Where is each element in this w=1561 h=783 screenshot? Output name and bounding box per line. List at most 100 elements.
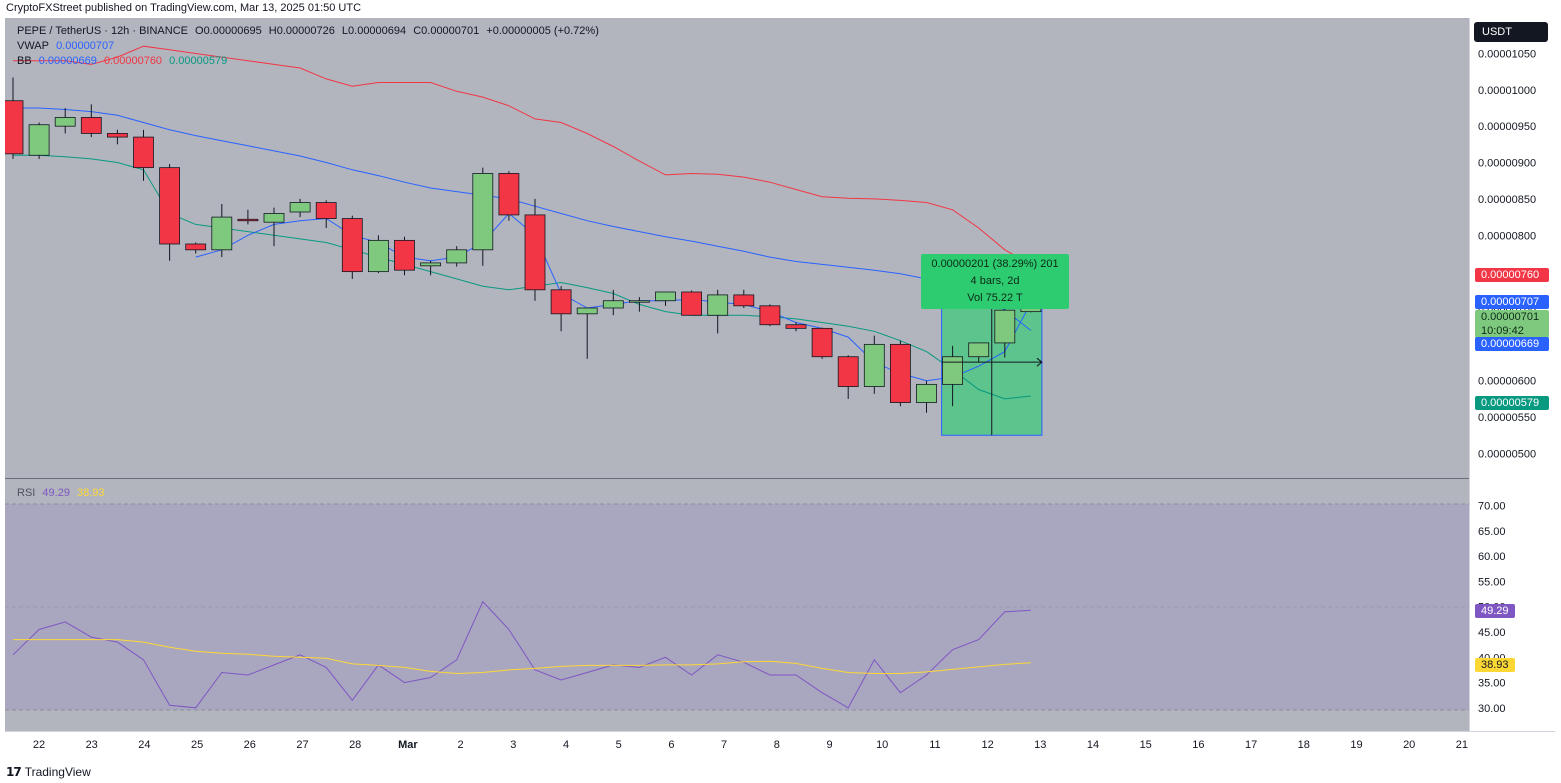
rsi-value: 49.29 bbox=[42, 487, 70, 499]
bar-countdown: 10:09:42 bbox=[1481, 325, 1524, 337]
candle-up bbox=[420, 262, 442, 267]
bb-basis-value: 0.00000669 bbox=[38, 55, 97, 67]
chart-frame[interactable]: 0.000005000.000005500.000006000.00000650… bbox=[5, 18, 1555, 756]
price-tick-label: 0.00000850 bbox=[1478, 194, 1536, 206]
rsi-ma-value: 38.93 bbox=[77, 487, 105, 499]
candle-down bbox=[5, 100, 24, 155]
candle-down bbox=[341, 218, 363, 273]
time-tick-label: 13 bbox=[1034, 739, 1046, 751]
bb-basis-line bbox=[13, 107, 1032, 331]
candle-down bbox=[107, 133, 128, 138]
time-axis-ticks: 22 23 24 25 26 27 28 Mar 2 3 4 5 6 7 8 9 10 11 12 13 14 15 16 1… bbox=[33, 739, 1468, 751]
rsi-tick-label: 65.00 bbox=[1478, 526, 1506, 538]
candle-down bbox=[133, 136, 154, 169]
bb-upper-value: 0.00000760 bbox=[103, 55, 163, 67]
chart-svg[interactable]: 0.000005000.000005500.000006000.00000650… bbox=[5, 18, 1555, 756]
time-tick-label: 25 bbox=[191, 739, 203, 751]
rsi-ma-price-tag: 38.93 bbox=[1475, 658, 1515, 672]
bb-lower-value: 0.00000579 bbox=[169, 55, 228, 67]
candle-down bbox=[524, 214, 546, 291]
candle-down bbox=[759, 305, 781, 326]
time-tick-label: 4 bbox=[563, 739, 569, 751]
candle-up bbox=[707, 294, 729, 316]
candle-down bbox=[498, 173, 520, 216]
time-tick-label: 5 bbox=[616, 739, 622, 751]
close-value: C0.00000701 bbox=[413, 25, 480, 37]
time-tick-label: 24 bbox=[138, 739, 150, 751]
measure-bars: 4 bars, 2d bbox=[970, 275, 1020, 287]
candle-down bbox=[733, 294, 755, 307]
bb-lower-line bbox=[13, 154, 1031, 400]
footer-brand: TradingView bbox=[24, 765, 91, 779]
candle-up bbox=[446, 249, 468, 264]
time-tick-label: 10 bbox=[876, 739, 888, 751]
time-tick-label: 28 bbox=[349, 739, 361, 751]
vwap-label[interactable]: VWAP bbox=[17, 40, 49, 52]
measure-right-arrowhead bbox=[1036, 357, 1043, 367]
time-tick-label: 6 bbox=[668, 739, 674, 751]
candle-up bbox=[602, 300, 624, 309]
last-price-value: 0.00000701 bbox=[1481, 311, 1540, 323]
time-tick-label: 21 bbox=[1456, 739, 1468, 751]
rsi-ma-line bbox=[13, 639, 1031, 675]
time-tick-label: 22 bbox=[33, 739, 45, 751]
time-tick-label: 20 bbox=[1403, 739, 1415, 751]
candle-up bbox=[994, 309, 1016, 344]
time-tick-label: 7 bbox=[721, 739, 727, 751]
rsi-label[interactable]: RSI bbox=[17, 487, 36, 499]
candle-up bbox=[367, 239, 389, 273]
open-value: O0.00000695 bbox=[195, 25, 262, 37]
candle-up bbox=[28, 124, 50, 156]
rsi-tick-label: 30.00 bbox=[1478, 703, 1506, 715]
candle-down bbox=[681, 291, 702, 316]
candle-up bbox=[54, 117, 76, 127]
candle-down bbox=[394, 239, 415, 271]
vwap-value: 0.00000707 bbox=[56, 40, 115, 52]
rsi-legend: RSI 49.29 38.93 bbox=[17, 487, 109, 499]
time-tick-label: 17 bbox=[1245, 739, 1257, 751]
price-tick-label: 0.00000550 bbox=[1478, 412, 1536, 424]
rsi-price-tag: 49.29 bbox=[1475, 604, 1515, 618]
time-tick-label: 11 bbox=[929, 739, 940, 751]
tradingview-footer[interactable]: 𝟭𝟳 TradingView bbox=[6, 765, 91, 779]
bb-upper-line bbox=[13, 45, 1032, 265]
bb-lower-price-tag: 0.00000579 bbox=[1475, 396, 1549, 410]
candle-up bbox=[863, 343, 885, 387]
price-tick-label: 0.00000900 bbox=[1478, 158, 1536, 170]
rsi-tick-label: 55.00 bbox=[1478, 576, 1506, 588]
candle-down bbox=[785, 324, 807, 329]
rsi-lines bbox=[12, 600, 1031, 709]
bb-label[interactable]: BB bbox=[17, 55, 32, 67]
symbol-label[interactable]: PEPE / TetherUS · 12h · BINANCE bbox=[17, 25, 188, 37]
candle-down bbox=[80, 117, 102, 134]
candle-up bbox=[655, 291, 676, 302]
rsi-tick-label: 60.00 bbox=[1478, 551, 1506, 563]
candle-down bbox=[811, 327, 833, 358]
rsi-tick-label: 70.00 bbox=[1478, 501, 1506, 513]
time-tick-label: 8 bbox=[774, 739, 780, 751]
high-value: H0.00000726 bbox=[268, 25, 335, 37]
rsi-line bbox=[12, 600, 1031, 709]
candle-up bbox=[576, 307, 598, 315]
published-by-text: CryptoFXStreet published on TradingView.… bbox=[6, 2, 362, 14]
measure-volume: Vol 75.22 T bbox=[967, 292, 1023, 304]
time-tick-label: 19 bbox=[1350, 739, 1362, 751]
price-pane-bg bbox=[5, 18, 1469, 478]
change-value: +0.00000005 (+0.72%) bbox=[486, 25, 599, 37]
bb-basis-price-tag: 0.00000669 bbox=[1475, 337, 1549, 351]
time-tick-label: 14 bbox=[1087, 739, 1099, 751]
candle-down bbox=[185, 243, 207, 251]
time-tick-label: 27 bbox=[296, 739, 308, 751]
time-tick-label: 3 bbox=[510, 739, 516, 751]
vwap-price-tag: 0.00000707 bbox=[1475, 295, 1549, 309]
tradingview-logo-icon: 𝟭𝟳 bbox=[6, 765, 22, 779]
bb-legend: BB 0.00000669 0.00000760 0.00000579 bbox=[17, 55, 231, 67]
time-tick-label: 9 bbox=[826, 739, 832, 751]
vwap-legend: VWAP 0.00000707 bbox=[17, 40, 118, 52]
currency-button[interactable]: USDT bbox=[1474, 22, 1548, 42]
ohlc-legend: PEPE / TetherUS · 12h · BINANCE O0.00000… bbox=[17, 25, 603, 37]
bb-upper-price-tag: 0.00000760 bbox=[1475, 268, 1549, 282]
candle-up bbox=[916, 383, 937, 403]
candle-down bbox=[837, 356, 859, 387]
price-tick-label: 0.00000950 bbox=[1478, 121, 1536, 133]
